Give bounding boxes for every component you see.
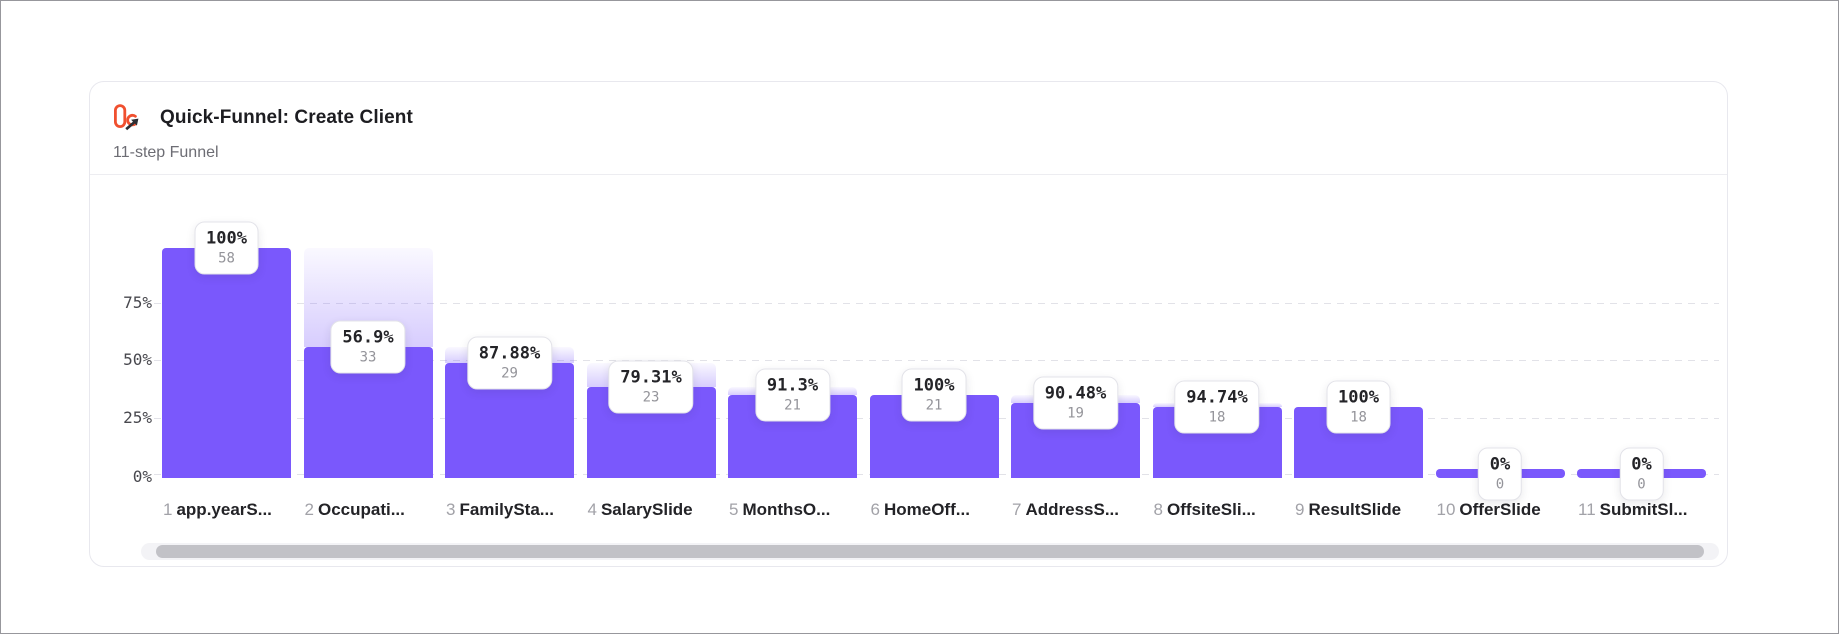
- widget-title: Quick-Funnel: Create Client: [160, 107, 413, 128]
- conversion-count: 19: [1067, 405, 1084, 422]
- step-number: 2: [304, 500, 314, 519]
- step-number: 8: [1153, 500, 1163, 519]
- step-name: ResultSlide: [1308, 500, 1402, 519]
- step-name: AddressS...: [1025, 500, 1120, 519]
- step-number: 6: [870, 500, 880, 519]
- step-label-8: 8 OffsiteSli...: [1154, 499, 1256, 521]
- conversion-count: 21: [925, 397, 943, 414]
- conversion-percent: 87.88%: [478, 343, 541, 364]
- step-name: app.yearS...: [176, 500, 272, 519]
- step-name: OffsiteSli...: [1166, 500, 1256, 519]
- conversion-percent: 100%: [1338, 387, 1379, 408]
- gridline-50pct: [154, 360, 1719, 361]
- step-label-4: 4 SalarySlide: [588, 499, 693, 521]
- conversion-count: 58: [218, 250, 235, 267]
- conversion-badge-step-10: 0% 0: [1477, 447, 1523, 500]
- conversion-badge-step-8: 94.74% 18: [1174, 380, 1260, 434]
- conversion-percent: 0%: [1489, 454, 1511, 474]
- widget-subtitle: 11-step Funnel: [113, 144, 219, 161]
- conversion-count: 21: [784, 397, 801, 414]
- step-label-3: 3 FamilySta...: [446, 499, 554, 521]
- step-name: FamilySta...: [459, 500, 554, 519]
- conversion-badge-step-6: 100% 21: [901, 368, 967, 422]
- conversion-badge-step-9: 100% 18: [1326, 380, 1391, 434]
- step-label-7: 7 AddressS...: [1012, 499, 1119, 521]
- conversion-percent: 90.48%: [1044, 383, 1107, 404]
- horizontal-scrollbar-thumb[interactable]: [156, 545, 1704, 558]
- conversion-badge-step-1: 100% 58: [194, 221, 259, 275]
- y-axis-tick-label: 75%: [123, 292, 152, 312]
- step-number: 9: [1295, 500, 1305, 519]
- step-name: MonthsO...: [742, 500, 831, 519]
- conversion-badge-step-3: 87.88% 29: [466, 336, 553, 390]
- conversion-percent: 100%: [913, 375, 955, 396]
- step-label-5: 5 MonthsO...: [729, 499, 830, 521]
- step-number: 7: [1012, 500, 1022, 519]
- step-number: 5: [729, 500, 739, 519]
- conversion-badge-step-4: 79.31% 23: [608, 360, 694, 414]
- conversion-count: 18: [1350, 409, 1367, 426]
- step-number: 11: [1578, 500, 1596, 519]
- conversion-count: 29: [501, 365, 518, 382]
- step-name: OfferSlide: [1459, 500, 1541, 519]
- step-label-2: 2 Occupati...: [305, 499, 405, 521]
- gridline-75pct: [154, 302, 1719, 304]
- step-number: 4: [587, 500, 597, 519]
- step-label-6: 6 HomeOff...: [871, 499, 970, 521]
- conversion-badge-step-5: 91.3% 21: [754, 368, 831, 422]
- conversion-percent: 56.9%: [342, 327, 394, 348]
- step-label-9: 9 ResultSlide: [1295, 499, 1401, 521]
- step-number: 10: [1436, 500, 1456, 519]
- step-label-10: 10 OfferSlide: [1437, 499, 1541, 521]
- conversion-percent: 0%: [1631, 454, 1652, 474]
- y-axis-tick-label: 0%: [132, 467, 152, 486]
- header-divider: [90, 174, 1727, 175]
- step-number: 3: [446, 500, 456, 519]
- conversion-count: 18: [1208, 409, 1226, 426]
- y-axis-tick-label: 50%: [123, 350, 152, 369]
- conversion-percent: 100%: [206, 228, 247, 249]
- conversion-percent: 91.3%: [766, 375, 819, 396]
- funnel-bar-step-1[interactable]: [162, 248, 291, 478]
- step-label-11: 11 SubmitSl...: [1578, 499, 1688, 521]
- y-axis-tick-label: 25%: [123, 407, 152, 427]
- conversion-badge-step-2: 56.9% 33: [330, 320, 406, 374]
- funnel-plot: 75% 50% 25% 0% 100% 58 1 app.yearS... 56.9% 33 2 Oc…: [90, 82, 1727, 566]
- step-name: Occupati...: [317, 500, 405, 519]
- step-number: 1: [163, 500, 173, 519]
- funnel-widget-card: Quick-Funnel: Create Client 11-step Funn…: [89, 81, 1728, 567]
- step-label-1: 1 app.yearS...: [163, 499, 272, 521]
- step-name: SalarySlide: [600, 500, 693, 519]
- conversion-count: 33: [359, 349, 377, 366]
- conversion-count: 23: [642, 389, 660, 406]
- horizontal-scrollbar-track[interactable]: [141, 543, 1719, 560]
- conversion-count: 0: [1495, 476, 1505, 492]
- conversion-count: 0: [1637, 476, 1646, 492]
- conversion-badge-step-7: 90.48% 19: [1032, 376, 1119, 430]
- conversion-percent: 79.31%: [620, 367, 682, 388]
- step-name: HomeOff...: [883, 500, 970, 519]
- conversion-percent: 94.74%: [1186, 387, 1248, 408]
- step-name: SubmitSl...: [1599, 500, 1688, 519]
- conversion-badge-step-11: 0% 0: [1619, 447, 1664, 500]
- funnel-chart-trend-icon: [113, 104, 143, 132]
